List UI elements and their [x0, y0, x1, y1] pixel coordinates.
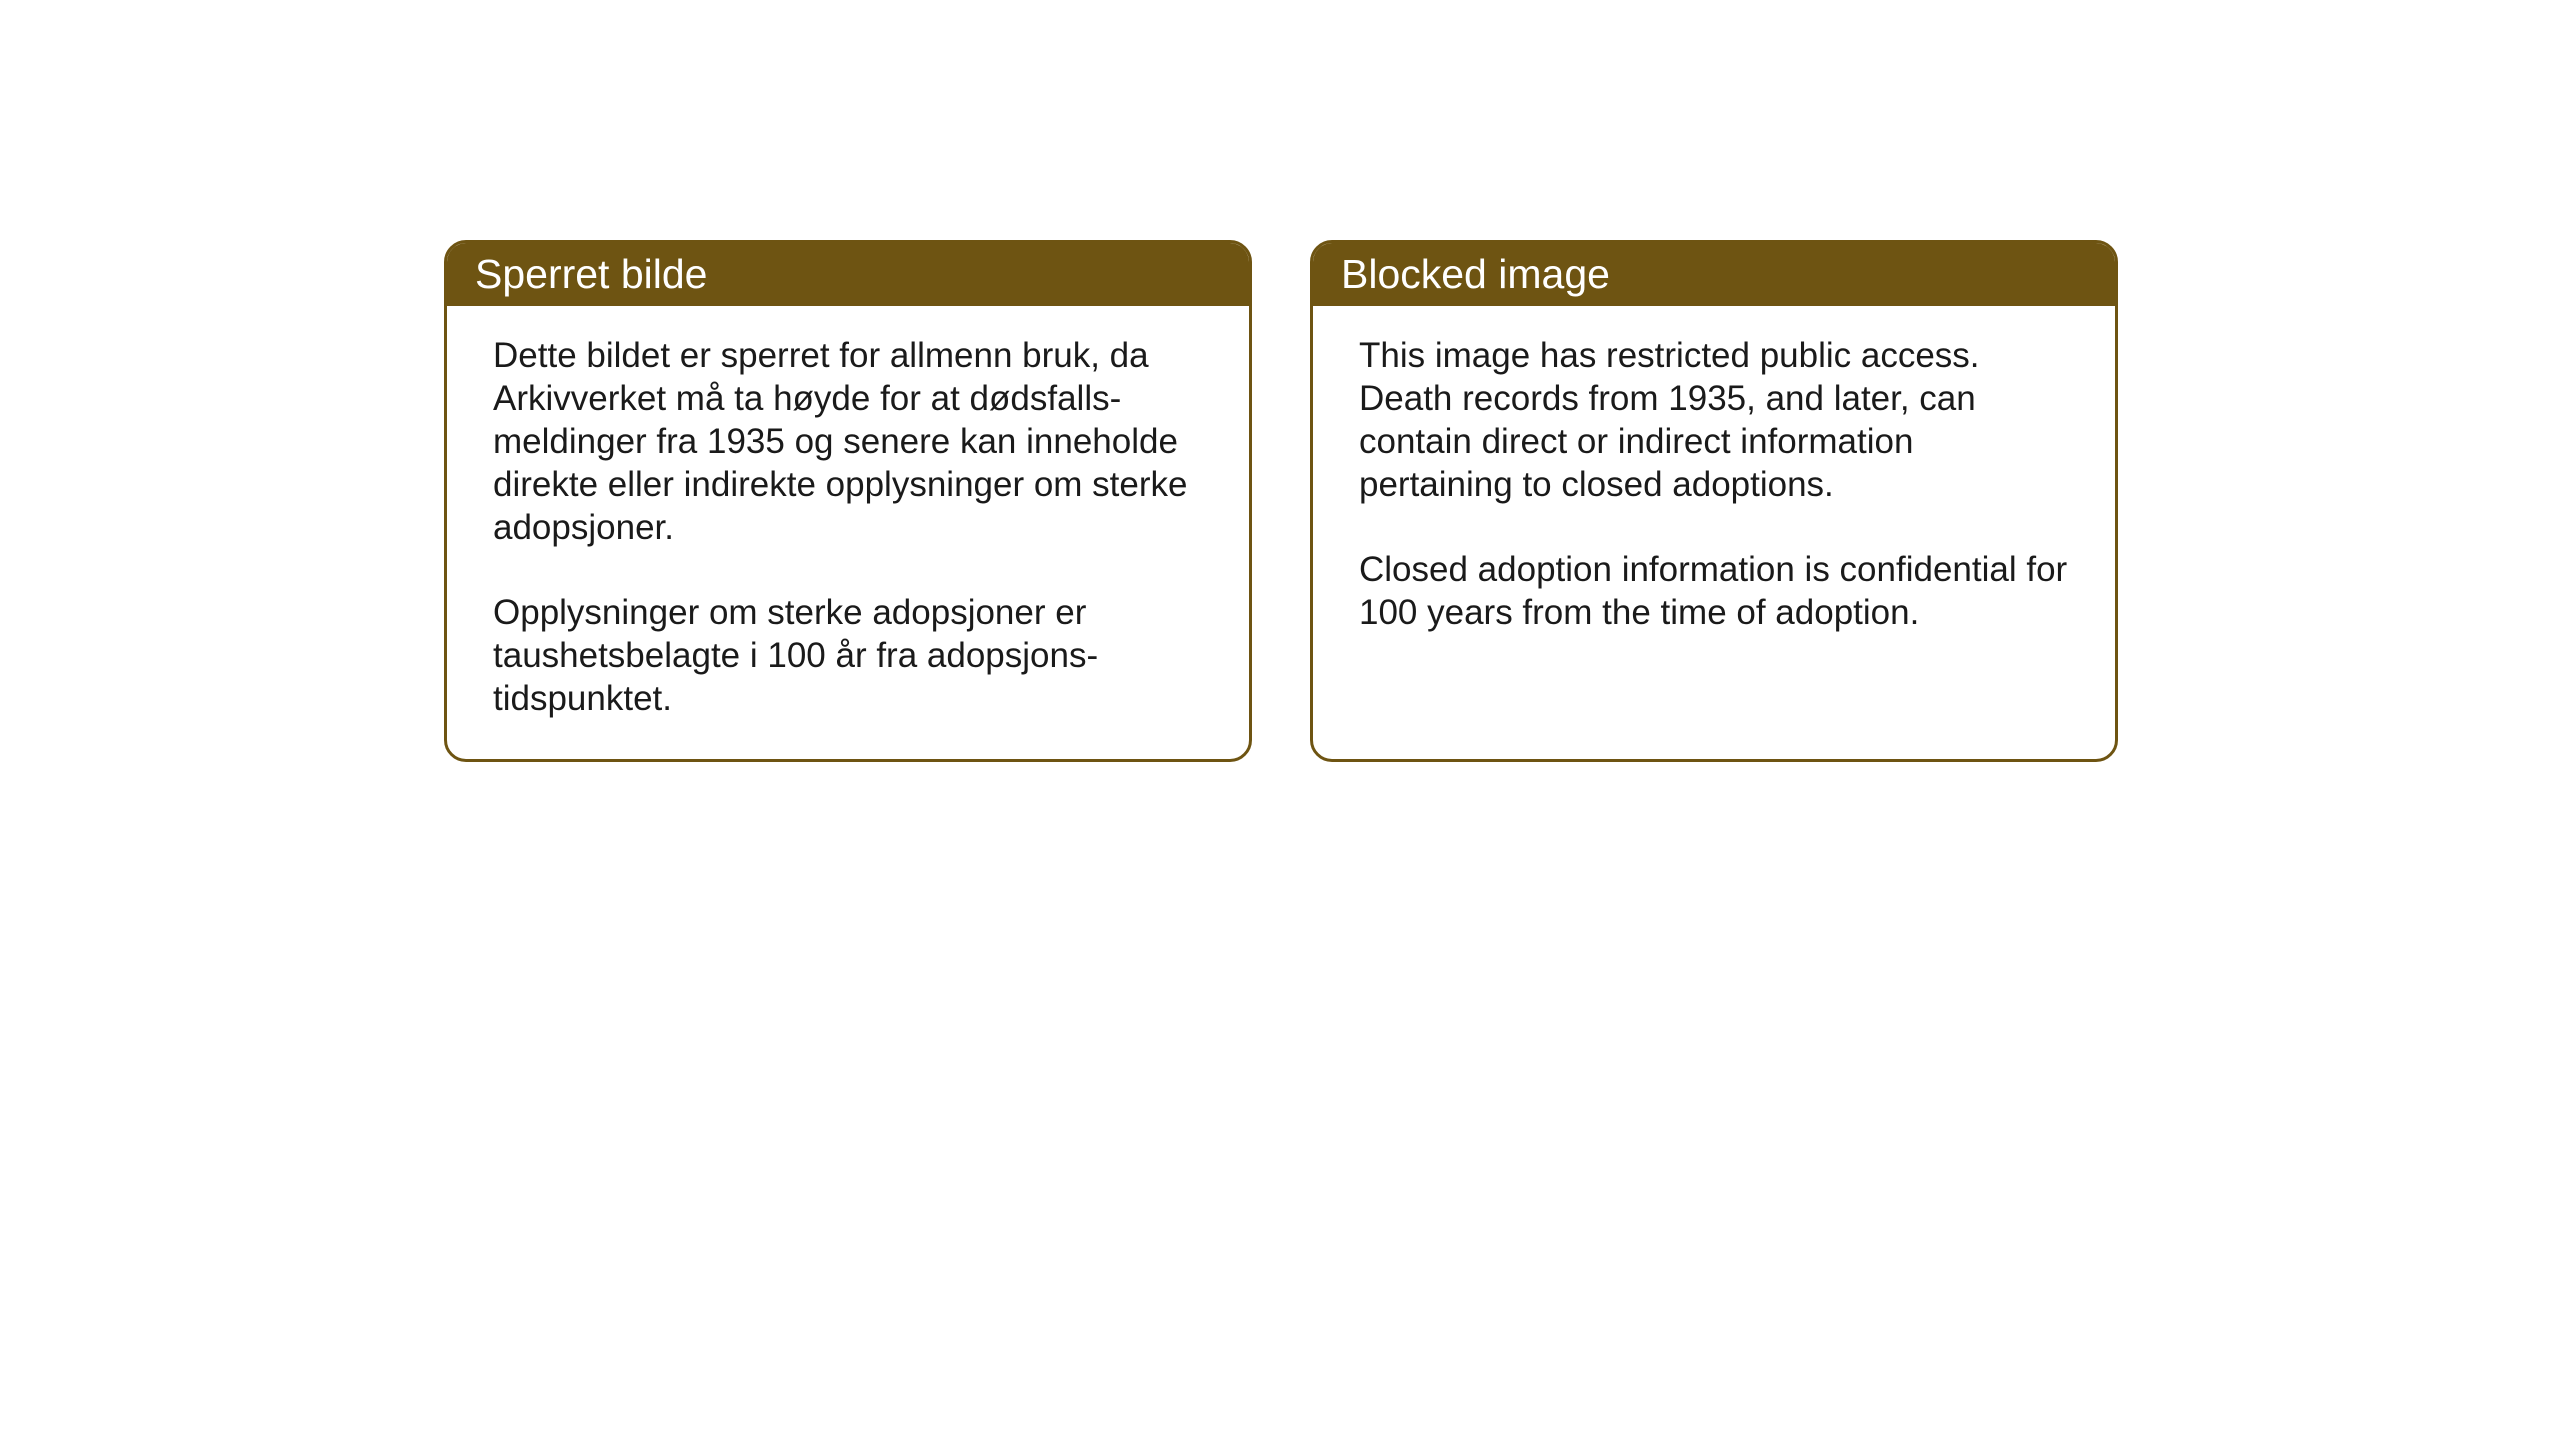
card-body-norwegian: Dette bildet er sperret for allmenn bruk… — [447, 306, 1249, 758]
card-paragraph-1-norwegian: Dette bildet er sperret for allmenn bruk… — [493, 334, 1203, 549]
card-header-english: Blocked image — [1313, 243, 2115, 306]
card-paragraph-2-norwegian: Opplysninger om sterke adopsjoner er tau… — [493, 591, 1203, 720]
notice-card-norwegian: Sperret bilde Dette bildet er sperret fo… — [444, 240, 1252, 762]
card-header-norwegian: Sperret bilde — [447, 243, 1249, 306]
notice-container: Sperret bilde Dette bildet er sperret fo… — [444, 240, 2118, 762]
card-body-english: This image has restricted public access.… — [1313, 306, 2115, 734]
card-title-norwegian: Sperret bilde — [475, 251, 707, 297]
card-title-english: Blocked image — [1341, 251, 1610, 297]
card-paragraph-2-english: Closed adoption information is confident… — [1359, 548, 2069, 634]
notice-card-english: Blocked image This image has restricted … — [1310, 240, 2118, 762]
card-paragraph-1-english: This image has restricted public access.… — [1359, 334, 2069, 506]
